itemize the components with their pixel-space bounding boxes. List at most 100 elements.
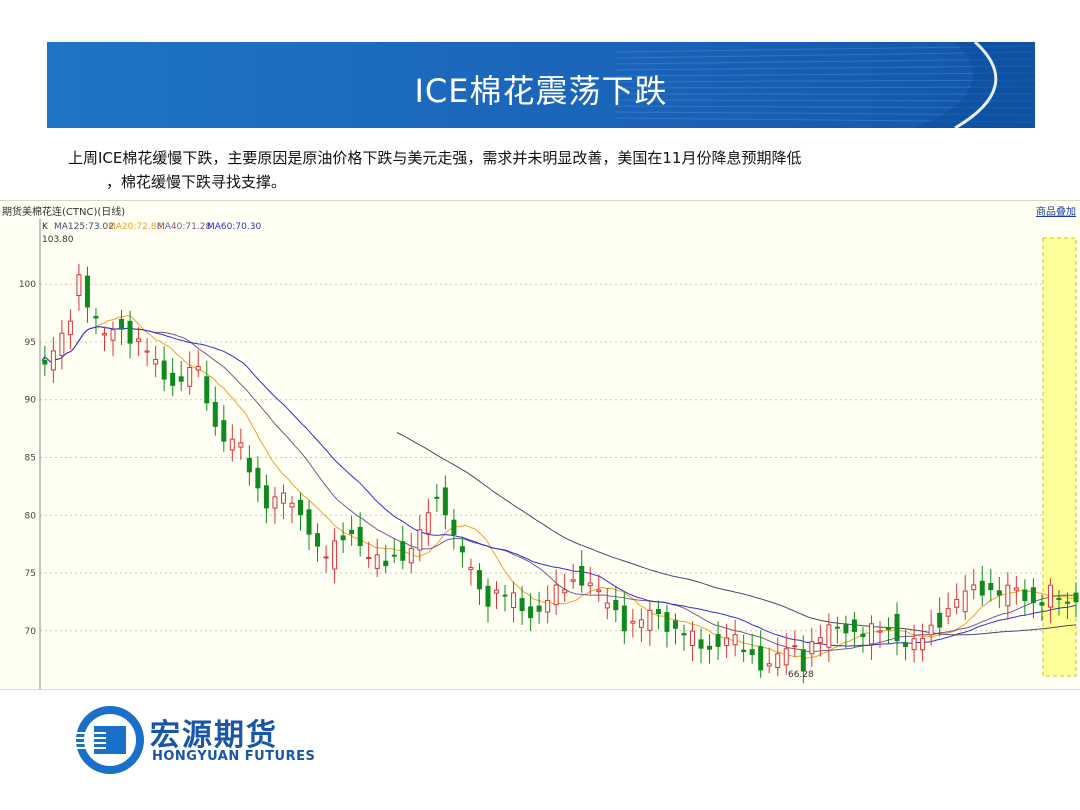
candle-body [178, 376, 184, 382]
candle-body [596, 589, 602, 593]
candle-body [954, 598, 960, 608]
candle-body [323, 556, 329, 559]
legend-ma125: MA125:73.02 [54, 222, 114, 232]
candle-body [647, 609, 653, 631]
brand-name-en: HONGYUAN FUTURES [152, 749, 316, 764]
candle-body [741, 649, 747, 653]
candle-body [1005, 584, 1011, 607]
candle-body [485, 585, 491, 607]
ma60-line [41, 326, 1077, 647]
candle-body [400, 541, 406, 561]
low-label: 66.28 [788, 670, 814, 680]
y-tick-label: 100 [19, 280, 36, 290]
candle-body [417, 529, 423, 551]
candle-body [1047, 584, 1053, 608]
candle-body [792, 645, 798, 648]
candle-body [732, 634, 738, 646]
candle-body [962, 590, 968, 613]
candle-body [468, 566, 474, 571]
candle-body [42, 359, 48, 365]
candle-body [562, 589, 568, 594]
candle-body [451, 519, 457, 536]
candle-body [127, 320, 133, 344]
candle-body [349, 529, 355, 535]
candle-body [315, 533, 321, 547]
candle-body [877, 630, 883, 633]
candle-body [434, 496, 440, 499]
candle-body [1013, 587, 1019, 591]
overlay-link[interactable]: 商品叠加 [1036, 207, 1076, 218]
candle-body [332, 540, 338, 570]
legend-ma40: MA40:71.28 [157, 222, 211, 232]
candle-body [766, 663, 772, 667]
candle-body [672, 620, 678, 629]
y-axis-ticks: 70 75 80 85 90 95 100 [19, 280, 36, 637]
candle-body [298, 499, 303, 516]
candle-body [826, 624, 832, 648]
candlestick-chart: 70 75 80 85 90 95 100 K MA125:73.02 MA20:72.88… [19, 219, 1080, 689]
candle-body [809, 641, 815, 655]
candle-body [613, 599, 619, 611]
candle-body [528, 606, 534, 619]
candle-body [886, 627, 892, 630]
candle-body [280, 492, 286, 504]
candle-body [817, 637, 823, 643]
candle-body [894, 613, 900, 642]
candle-body [698, 639, 704, 649]
candle-body [50, 350, 56, 371]
candle-body [621, 605, 627, 632]
chart-grid [40, 283, 1080, 632]
ma125-line [396, 432, 1077, 636]
candle-body [988, 582, 994, 591]
candle-body [442, 487, 448, 516]
price-chart-panel: 期货美棉花连(CTNC)(日线) 商品叠加 70 75 80 85 90 95 100 K … [0, 200, 1080, 690]
chart-header: 期货美棉花连(CTNC)(日线) [2, 207, 126, 218]
title-banner: ICE棉花震荡下跌 [47, 42, 1035, 128]
ma40-line [41, 326, 1077, 653]
candle-body [255, 467, 261, 489]
candle-body [221, 420, 227, 442]
candle-body [979, 580, 985, 596]
candle-body [161, 360, 167, 380]
candle-body [306, 509, 312, 535]
candle-body [604, 602, 610, 609]
candle-body [110, 329, 116, 341]
candle-body [502, 594, 508, 597]
candle-body [170, 372, 176, 386]
candle-body [246, 457, 252, 473]
description: 上周ICE棉花缓慢下跌，主要原因是原油价格下跌与美元走强，需求并未明显改善，美国… [68, 146, 1038, 194]
brand-name-cn: 宏源期货 [150, 718, 278, 753]
high-label: 103.80 [42, 235, 74, 245]
candle-body [834, 626, 840, 629]
candle-body [374, 554, 380, 569]
candle-body [775, 653, 781, 669]
candle-body [758, 646, 764, 671]
candle-body [937, 612, 943, 628]
candle-body [101, 333, 107, 336]
candle-body [690, 630, 696, 646]
candle-body [136, 338, 142, 342]
candle-body [511, 592, 517, 609]
legend-k: K [42, 222, 49, 232]
candle-body [655, 609, 661, 615]
candle-body [195, 365, 201, 371]
candle-body [851, 619, 857, 632]
candle-body [945, 608, 951, 617]
candle-body [1030, 587, 1036, 603]
candle-body [860, 633, 866, 638]
banner-stripes [615, 42, 1035, 128]
candle-body [783, 648, 789, 666]
y-tick-label: 90 [25, 396, 37, 406]
candle-body [93, 315, 99, 319]
candle-body [84, 275, 90, 308]
candle-body [843, 624, 849, 634]
candle-body [67, 320, 73, 336]
candle-body [579, 566, 585, 586]
candle-body [553, 584, 559, 606]
candle-body [1064, 601, 1070, 604]
y-tick-label: 95 [25, 338, 36, 348]
candle-body [996, 590, 1002, 596]
candle-body [391, 554, 397, 557]
description-line-1: 上周ICE棉花缓慢下跌，主要原因是原油价格下跌与美元走强，需求并未明显改善，美国… [68, 149, 802, 167]
candle-body [238, 442, 244, 448]
